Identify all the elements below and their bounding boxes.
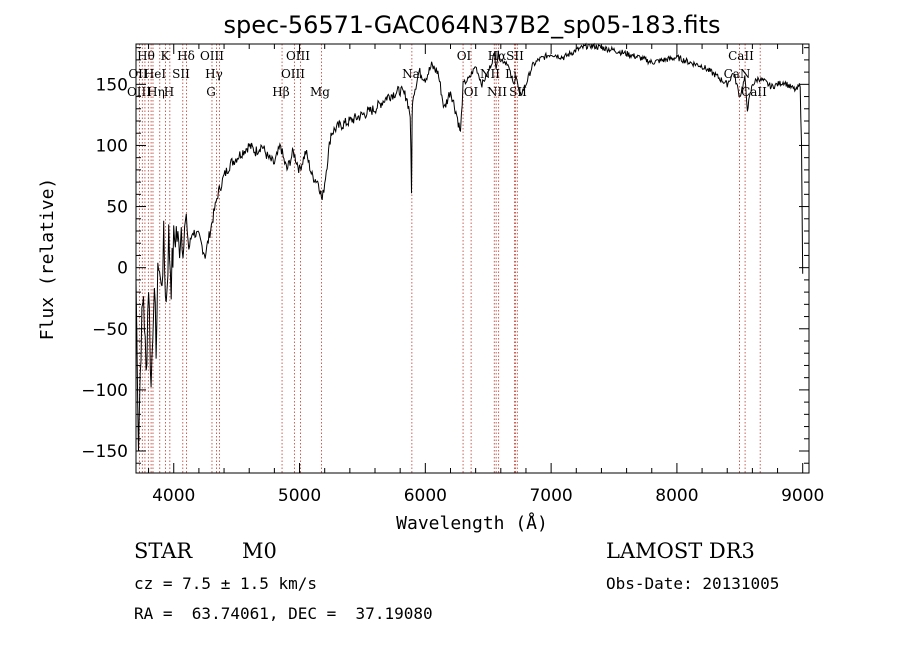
coordinates-label: RA = 63.74061, DEC = 37.19080 — [134, 604, 433, 623]
survey-label: LAMOST DR3 — [606, 539, 755, 563]
y-tick-label: 150 — [96, 75, 128, 95]
chart-title: spec-56571-GAC064N37B2_sp05-183.fits — [223, 11, 720, 39]
marker-label: Hδ — [177, 49, 195, 63]
y-tick-label: −50 — [92, 320, 128, 340]
marker-label: NII — [480, 67, 500, 81]
marker-label: OII — [128, 67, 148, 81]
obs-date-label: Obs-Date: 20131005 — [606, 574, 780, 593]
x-axis-label: Wavelength (Å) — [396, 512, 548, 534]
marker-label: SII — [509, 85, 527, 99]
marker-label: OI — [464, 85, 479, 99]
marker-label: K — [161, 49, 171, 63]
y-tick-label: 100 — [96, 136, 128, 156]
x-tick-label: 4000 — [152, 486, 195, 506]
x-tick-label: 6000 — [404, 486, 447, 506]
y-tick-label: −150 — [81, 442, 128, 462]
marker-label: OIII — [281, 67, 305, 81]
x-tick-label: 9000 — [781, 486, 824, 506]
marker-label: Mg — [310, 85, 330, 99]
class-label: STAR — [134, 539, 193, 563]
x-axis: 4000 5000 6000 7000 8000 9000 — [148, 44, 824, 506]
x-tick-label: 5000 — [278, 486, 321, 506]
marker-label: OIII — [286, 49, 310, 63]
marker-label: Hβ — [272, 85, 289, 99]
marker-label: OI — [457, 49, 472, 63]
marker-label: CaII — [741, 85, 767, 99]
y-axis: −150 −100 −50 0 50 100 150 — [81, 47, 809, 464]
marker-label: OIII — [200, 49, 224, 63]
y-tick-label: 0 — [117, 259, 128, 279]
redshift-label: cz = 7.5 ± 1.5 km/s — [134, 574, 318, 593]
y-axis-label: Flux (relative) — [37, 178, 58, 341]
marker-label: Hγ — [205, 67, 223, 81]
flux-line — [135, 42, 804, 451]
marker-label: OIII — [127, 85, 151, 99]
x-tick-label: 7000 — [529, 486, 572, 506]
plot-frame — [135, 43, 810, 474]
marker-label: Hη — [147, 85, 165, 99]
spectral-line-markers — [138, 44, 761, 473]
marker-label: G — [206, 85, 216, 99]
marker-label: HeI — [144, 67, 167, 81]
marker-label: SII — [506, 49, 524, 63]
marker-label: CaN — [724, 67, 751, 81]
marker-label: H — [164, 85, 174, 99]
subclass-label: M0 — [242, 539, 277, 563]
flux-series — [135, 42, 804, 451]
marker-label: Hθ — [137, 49, 155, 63]
marker-label: NII — [487, 85, 507, 99]
marker-label: SII — [172, 67, 190, 81]
marker-label: Na — [402, 67, 420, 81]
x-tick-label: 8000 — [655, 486, 698, 506]
marker-label: CaII — [728, 49, 754, 63]
y-tick-label: −100 — [81, 381, 128, 401]
y-tick-label: 50 — [106, 198, 128, 218]
